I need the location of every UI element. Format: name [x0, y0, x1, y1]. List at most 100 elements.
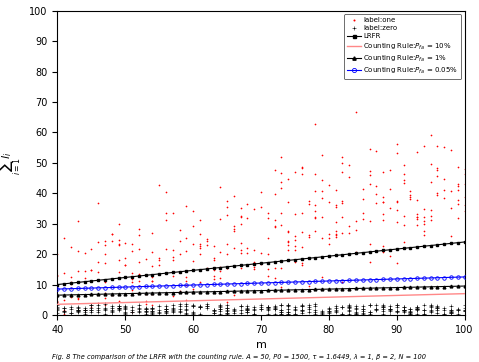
label:one: [278, 185, 285, 191]
label:zero: [182, 311, 190, 317]
Line: LRFR: LRFR: [56, 241, 466, 286]
label:zero: [461, 312, 468, 317]
label:one: [291, 169, 299, 175]
label:one: [386, 186, 394, 191]
label:one: [339, 230, 346, 236]
label:one: [298, 260, 306, 266]
label:zero: [407, 311, 414, 316]
label:one: [148, 249, 156, 255]
label:zero: [155, 309, 163, 315]
label:zero: [148, 310, 156, 315]
label:zero: [393, 308, 400, 314]
label:zero: [115, 305, 123, 311]
label:one: [379, 199, 387, 205]
label:one: [264, 251, 272, 257]
label:zero: [210, 307, 217, 313]
label:zero: [162, 303, 170, 309]
label:zero: [291, 304, 299, 310]
label:zero: [182, 302, 190, 307]
label:zero: [311, 309, 319, 315]
label:zero: [386, 308, 394, 314]
label:zero: [115, 307, 123, 312]
label:zero: [88, 306, 95, 311]
label:one: [352, 249, 360, 254]
label:zero: [60, 308, 68, 314]
label:one: [447, 205, 455, 211]
label:one: [393, 150, 400, 156]
label:one: [366, 172, 374, 178]
label:zero: [379, 303, 387, 308]
label:one: [332, 228, 340, 234]
label:zero: [386, 307, 394, 312]
label:zero: [311, 307, 319, 312]
label:one: [182, 203, 190, 209]
label:zero: [251, 311, 258, 316]
label:zero: [196, 303, 204, 309]
label:one: [115, 269, 123, 275]
label:zero: [122, 306, 129, 312]
label:one: [67, 282, 75, 287]
label:one: [325, 231, 333, 237]
label:one: [196, 243, 204, 249]
label:one: [54, 298, 61, 303]
label:one: [217, 184, 224, 190]
label:one: [264, 266, 272, 272]
label:one: [148, 274, 156, 279]
label:zero: [285, 311, 292, 317]
label:one: [155, 262, 163, 268]
label:one: [373, 183, 380, 189]
label:one: [441, 144, 448, 150]
label:one: [427, 161, 434, 167]
label:one: [60, 297, 68, 303]
label:zero: [278, 310, 285, 315]
label:zero: [399, 304, 407, 310]
label:one: [237, 250, 244, 256]
label:zero: [217, 306, 224, 312]
label:one: [54, 273, 61, 279]
label:zero: [176, 302, 183, 307]
label:zero: [223, 310, 231, 316]
label:one: [135, 226, 143, 232]
label:one: [101, 302, 109, 308]
label:one: [155, 257, 163, 263]
label:one: [264, 273, 272, 279]
label:one: [223, 241, 231, 247]
label:zero: [325, 308, 333, 314]
label:one: [379, 194, 387, 200]
label:zero: [278, 311, 285, 317]
label:one: [393, 198, 400, 204]
label:one: [427, 217, 434, 223]
label:zero: [285, 310, 292, 315]
label:zero: [94, 302, 102, 308]
label:zero: [244, 308, 251, 313]
label:one: [244, 215, 251, 221]
LRFR: [149, 273, 155, 277]
label:zero: [169, 308, 177, 314]
label:zero: [108, 307, 115, 313]
label:one: [135, 272, 143, 277]
label:one: [339, 214, 346, 220]
label:zero: [441, 307, 448, 313]
label:zero: [278, 307, 285, 312]
label:zero: [237, 303, 244, 309]
Counting Rule:$P_{fa}$ = 0.05%: [299, 279, 305, 284]
label:zero: [148, 311, 156, 316]
label:one: [230, 228, 238, 234]
label:one: [319, 195, 326, 201]
label:zero: [379, 303, 387, 308]
label:zero: [447, 310, 455, 316]
label:zero: [210, 310, 217, 316]
label:one: [237, 214, 244, 220]
label:one: [271, 224, 278, 230]
label:zero: [407, 311, 414, 317]
label:one: [54, 251, 61, 257]
label:one: [441, 187, 448, 193]
label:one: [285, 229, 292, 235]
label:zero: [420, 311, 428, 317]
label:one: [264, 235, 272, 241]
label:zero: [352, 306, 360, 312]
label:zero: [366, 310, 374, 315]
label:zero: [162, 308, 170, 314]
label:zero: [155, 310, 163, 316]
label:zero: [244, 309, 251, 315]
